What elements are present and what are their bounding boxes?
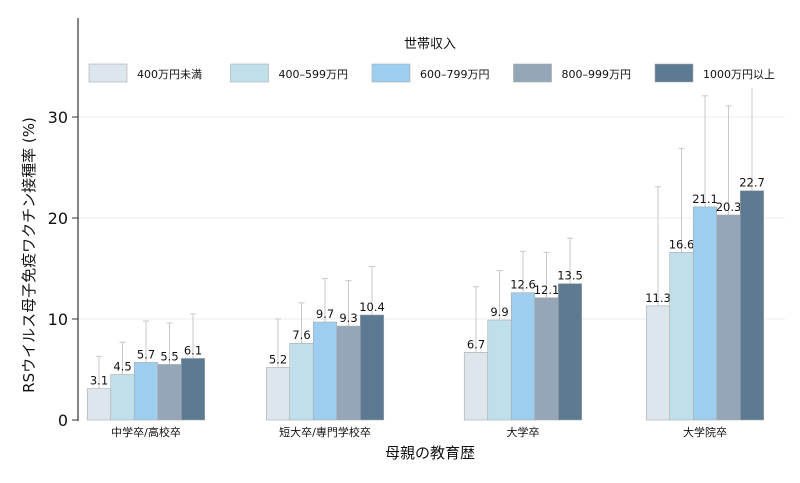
x-tick-label: 大学院卒 xyxy=(683,425,727,439)
data-label: 21.1 xyxy=(692,192,718,206)
x-tick-label: 短大卒/専門学校卒 xyxy=(279,425,371,439)
bar xyxy=(133,362,159,421)
bar xyxy=(645,305,671,421)
data-label: 6.1 xyxy=(184,343,202,357)
bar xyxy=(312,321,338,421)
bar xyxy=(463,352,489,421)
data-label: 4.5 xyxy=(113,360,131,374)
x-tick-label: 中学卒/高校卒 xyxy=(111,425,181,439)
data-label: 5.5 xyxy=(160,349,178,363)
legend-swatch xyxy=(513,63,552,83)
y-tick-label: 0 xyxy=(58,411,68,430)
data-label: 12.1 xyxy=(534,283,560,297)
bar xyxy=(510,292,536,421)
legend-swatch xyxy=(371,63,411,83)
y-tick-label: 20 xyxy=(48,209,68,228)
legend-label: 1000万円以上 xyxy=(703,68,775,81)
bar xyxy=(739,190,765,421)
bar xyxy=(716,214,741,421)
data-label: 3.1 xyxy=(90,374,108,388)
data-label: 12.6 xyxy=(510,278,536,292)
bar xyxy=(336,325,361,421)
legend-label: 400万円未満 xyxy=(137,68,202,81)
x-tick-label: 大学卒 xyxy=(507,425,540,439)
data-label: 13.5 xyxy=(557,269,583,283)
data-label: 9.9 xyxy=(490,305,508,319)
bar xyxy=(359,314,385,421)
data-label: 6.7 xyxy=(467,337,485,351)
bar xyxy=(289,342,314,421)
data-label: 11.3 xyxy=(645,291,671,305)
legend-label: 400–599万円 xyxy=(279,68,349,81)
bar xyxy=(86,388,112,421)
legend-label: 800–999万円 xyxy=(562,68,632,81)
legend-label: 600–799万円 xyxy=(420,68,490,81)
data-label: 7.6 xyxy=(292,328,310,342)
bar xyxy=(487,319,512,421)
bar xyxy=(534,297,559,421)
data-label: 5.2 xyxy=(269,352,287,366)
data-label: 9.7 xyxy=(316,307,334,321)
data-label: 10.4 xyxy=(359,300,385,314)
bar xyxy=(669,252,694,421)
y-axis-label: RSウイルス母子免疫ワクチン接種率 (%) xyxy=(20,117,38,393)
bar xyxy=(692,206,718,421)
bar xyxy=(557,283,583,421)
bar xyxy=(110,374,135,421)
y-tick-label: 30 xyxy=(48,108,68,127)
data-label: 22.7 xyxy=(739,176,765,190)
y-tick-label: 10 xyxy=(48,310,68,329)
data-label: 9.3 xyxy=(339,311,357,325)
bar xyxy=(180,358,206,421)
legend-swatch xyxy=(88,63,128,83)
legend-swatch xyxy=(654,63,694,83)
legend-swatch xyxy=(230,63,269,83)
data-label: 5.7 xyxy=(137,347,155,361)
data-label: 20.3 xyxy=(716,200,742,214)
data-label: 16.6 xyxy=(669,237,695,251)
bar xyxy=(157,364,182,421)
bar xyxy=(265,367,291,421)
legend-title: 世帯収入 xyxy=(404,37,456,52)
x-axis-label: 母親の教育歴 xyxy=(385,444,475,462)
